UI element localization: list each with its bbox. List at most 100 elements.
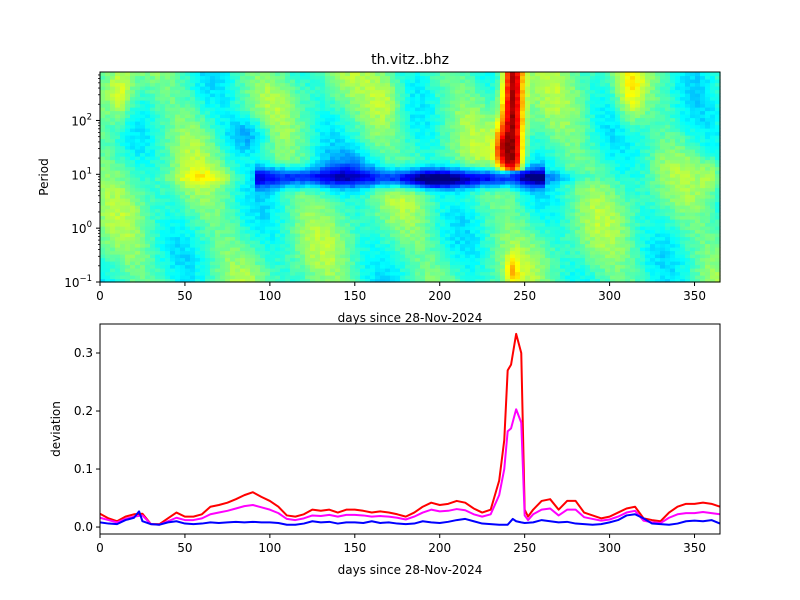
heatmap-cell bbox=[285, 191, 291, 196]
heatmap-cell bbox=[240, 212, 246, 217]
heatmap-cell bbox=[165, 201, 171, 206]
heatmap-cell bbox=[325, 254, 331, 259]
heatmap-cell bbox=[185, 243, 191, 248]
heatmap-cell bbox=[305, 247, 311, 252]
heatmap-cell bbox=[130, 149, 136, 154]
heatmap-cell bbox=[135, 163, 141, 168]
heatmap-cell bbox=[260, 215, 266, 220]
heatmap-cell bbox=[240, 145, 246, 150]
heatmap-cell bbox=[385, 138, 391, 143]
heatmap-cell bbox=[185, 156, 191, 161]
heatmap-cell bbox=[460, 156, 466, 161]
heatmap-cell bbox=[390, 261, 396, 266]
heatmap-cell bbox=[275, 201, 281, 206]
heatmap-cell bbox=[285, 72, 291, 77]
heatmap-cell bbox=[240, 201, 246, 206]
heatmap-cell bbox=[310, 103, 316, 108]
heatmap-cell bbox=[275, 257, 281, 262]
heatmap-cell bbox=[485, 149, 491, 154]
heatmap-cell bbox=[370, 261, 376, 266]
heatmap-cell bbox=[455, 142, 461, 147]
heatmap-cell bbox=[155, 184, 161, 189]
heatmap-cell bbox=[430, 226, 436, 231]
heatmap-cell bbox=[430, 117, 436, 122]
heatmap-cell bbox=[360, 201, 366, 206]
heatmap-cell bbox=[415, 264, 421, 269]
heatmap-cell bbox=[185, 257, 191, 262]
heatmap-cell bbox=[370, 229, 376, 234]
heatmap-cell bbox=[475, 198, 481, 203]
heatmap-cell bbox=[120, 121, 126, 126]
heatmap-cell bbox=[115, 152, 121, 157]
heatmap-cell bbox=[160, 93, 166, 98]
heatmap-cell bbox=[425, 208, 431, 213]
heatmap-cell bbox=[265, 278, 271, 283]
heatmap-cell bbox=[440, 75, 446, 80]
heatmap-cell bbox=[435, 145, 441, 150]
heatmap-cell bbox=[175, 117, 181, 122]
heatmap-cell bbox=[480, 177, 486, 182]
heatmap-cell bbox=[155, 222, 161, 227]
heatmap-cell bbox=[265, 233, 271, 238]
heatmap-cell bbox=[155, 159, 161, 164]
heatmap-cell bbox=[105, 240, 111, 245]
heatmap-cell bbox=[485, 79, 491, 84]
heatmap-cell bbox=[405, 275, 411, 280]
heatmap-cell bbox=[210, 128, 216, 133]
heatmap-cell bbox=[265, 268, 271, 273]
heatmap-cell bbox=[225, 170, 231, 175]
heatmap-cell bbox=[305, 226, 311, 231]
heatmap-cell bbox=[335, 159, 341, 164]
heatmap-cell bbox=[395, 142, 401, 147]
heatmap-cell bbox=[180, 236, 186, 241]
heatmap-cell bbox=[160, 243, 166, 248]
heatmap-cell bbox=[465, 96, 471, 101]
heatmap-cell bbox=[390, 184, 396, 189]
heatmap-cell bbox=[480, 159, 486, 164]
heatmap-cell bbox=[500, 177, 506, 182]
heatmap-cell bbox=[220, 254, 226, 259]
heatmap-cell bbox=[155, 275, 161, 280]
heatmap-cell bbox=[385, 135, 391, 140]
heatmap-cell bbox=[415, 226, 421, 231]
heatmap-cell bbox=[375, 96, 381, 101]
heatmap-cell bbox=[295, 261, 301, 266]
heatmap-cell bbox=[150, 278, 156, 283]
heatmap-cell bbox=[395, 124, 401, 129]
heatmap-cell bbox=[290, 114, 296, 119]
heatmap-cell bbox=[390, 257, 396, 262]
heatmap-cell bbox=[370, 215, 376, 220]
heatmap-cell bbox=[160, 219, 166, 224]
heatmap-cell bbox=[245, 229, 251, 234]
heatmap-cell bbox=[315, 222, 321, 227]
heatmap-cell bbox=[340, 247, 346, 252]
heatmap-cell bbox=[395, 110, 401, 115]
heatmap-cell bbox=[500, 208, 506, 213]
heatmap-cell bbox=[170, 138, 176, 143]
heatmap-cell bbox=[365, 278, 371, 283]
heatmap-cell bbox=[375, 100, 381, 105]
heatmap-cell bbox=[115, 257, 121, 262]
heatmap-cell bbox=[445, 264, 451, 269]
heatmap-cell bbox=[440, 215, 446, 220]
heatmap-cell bbox=[375, 89, 381, 94]
heatmap-cell bbox=[240, 191, 246, 196]
heatmap-cell bbox=[220, 117, 226, 122]
heatmap-cell bbox=[180, 271, 186, 276]
heatmap-cell bbox=[125, 156, 131, 161]
heatmap-cell bbox=[355, 117, 361, 122]
heatmap-cell bbox=[220, 121, 226, 126]
heatmap-cell bbox=[130, 278, 136, 283]
heatmap-cell bbox=[445, 205, 451, 210]
heatmap-cell bbox=[250, 201, 256, 206]
heatmap-cell bbox=[195, 194, 201, 199]
heatmap-cell bbox=[155, 278, 161, 283]
heatmap-cell bbox=[470, 219, 476, 224]
heatmap-cell bbox=[200, 247, 206, 252]
heatmap-cell bbox=[255, 131, 261, 136]
heatmap-cell bbox=[130, 79, 136, 84]
heatmap-cell bbox=[100, 107, 106, 112]
heatmap-cell bbox=[140, 124, 146, 129]
heatmap-cell bbox=[425, 156, 431, 161]
heatmap-cell bbox=[490, 145, 496, 150]
